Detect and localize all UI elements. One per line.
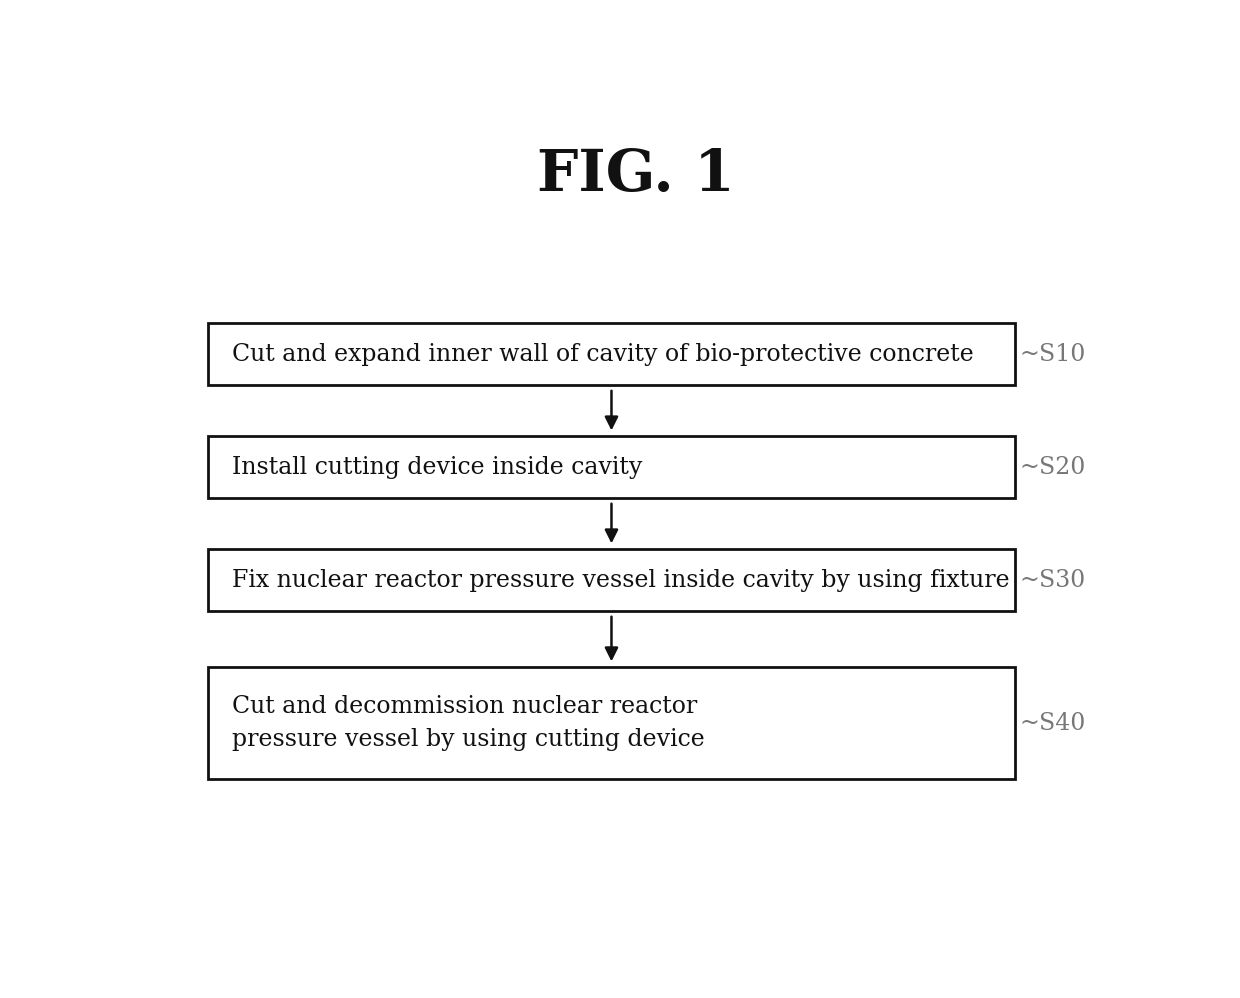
Text: ~: ~	[1019, 456, 1040, 479]
Bar	[208, 436, 1016, 498]
Text: S30: S30	[1039, 569, 1085, 592]
Text: ~: ~	[1019, 569, 1040, 592]
Text: S20: S20	[1039, 456, 1085, 479]
Text: Install cutting device inside cavity: Install cutting device inside cavity	[232, 456, 642, 479]
Text: S40: S40	[1039, 712, 1085, 735]
Text: Cut and decommission nuclear reactor
pressure vessel by using cutting device: Cut and decommission nuclear reactor pre…	[232, 695, 704, 751]
Bar	[208, 323, 1016, 385]
Bar	[208, 549, 1016, 611]
Text: ~: ~	[1019, 712, 1040, 735]
Text: ~: ~	[1019, 342, 1040, 365]
Text: FIG. 1: FIG. 1	[537, 147, 734, 203]
Text: Cut and expand inner wall of cavity of bio-protective concrete: Cut and expand inner wall of cavity of b…	[232, 342, 973, 365]
Bar	[208, 668, 1016, 778]
Text: Fix nuclear reactor pressure vessel inside cavity by using fixture: Fix nuclear reactor pressure vessel insi…	[232, 569, 1009, 592]
Text: S10: S10	[1039, 342, 1085, 365]
